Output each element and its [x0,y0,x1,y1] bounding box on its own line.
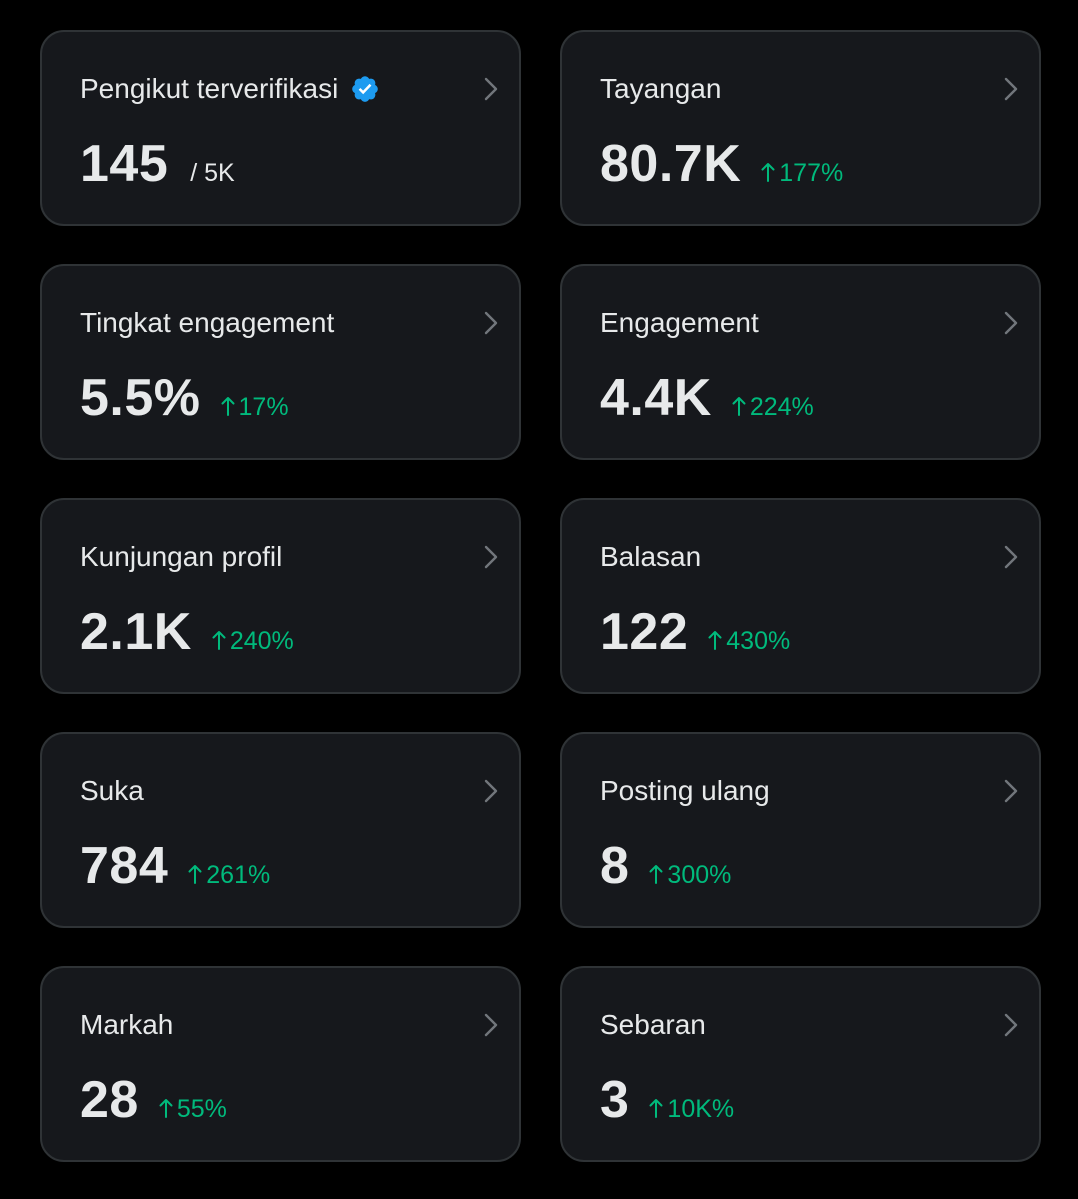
card-title-label: Sebaran [600,1009,706,1040]
card-title: Engagement [600,306,759,340]
chevron-right-icon [1004,311,1018,335]
metric-value: 145 [80,135,169,193]
arrow-up-icon [649,865,663,884]
card-engagements[interactable]: Engagement 4.4K 224% [560,264,1041,460]
arrow-up-icon [761,163,775,182]
card-title: Pengikut terverifikasi [80,72,380,106]
card-verified-followers[interactable]: Pengikut terverifikasi 145 / 5K [40,30,521,226]
card-title: Kunjungan profil [80,540,282,574]
card-replies[interactable]: Balasan 122 430% [560,498,1041,694]
card-title-label: Markah [80,1009,174,1040]
chevron-right-icon [484,779,498,803]
metric-change-value: 177% [779,159,844,187]
value-row: 5.5% 17% [80,368,289,428]
arrow-up-icon [649,1099,663,1118]
card-likes[interactable]: Suka 784 261% [40,732,521,928]
value-row: 3 10K% [600,1070,734,1130]
card-engagement-rate[interactable]: Tingkat engagement 5.5% 17% [40,264,521,460]
card-title-label: Tingkat engagement [80,307,335,338]
metric-value: 3 [600,1071,630,1129]
arrow-up-icon [708,631,722,650]
value-row: 8 300% [600,836,731,896]
metric-change: 10K% [649,1095,734,1124]
metric-limit: / 5K [190,159,235,187]
metric-value: 80.7K [600,135,742,193]
metric-change-value: 430% [726,627,791,655]
metric-change: 177% [761,159,843,188]
chevron-right-icon [484,311,498,335]
card-title: Suka [80,774,144,808]
metric-change: 240% [212,627,294,656]
chevron-right-icon [484,545,498,569]
arrow-up-icon [159,1099,173,1118]
card-title-label: Posting ulang [600,775,770,806]
metric-change-value: 10K% [667,1095,735,1123]
metric-change: 17% [221,393,289,422]
card-title-label: Suka [80,775,144,806]
metric-change-value: 300% [667,861,732,889]
metric-change: 55% [159,1095,227,1124]
metric-change: 430% [708,627,790,656]
card-title-label: Kunjungan profil [80,541,283,572]
card-title: Sebaran [600,1008,706,1042]
card-title: Posting ulang [600,774,770,808]
card-reposts[interactable]: Posting ulang 8 300% [560,732,1041,928]
value-row: 784 261% [80,836,270,896]
metric-value: 122 [600,603,689,661]
chevron-right-icon [1004,545,1018,569]
chevron-right-icon [484,1013,498,1037]
metric-change: 224% [732,393,814,422]
value-row: 80.7K 177% [600,134,843,194]
chevron-right-icon [1004,1013,1018,1037]
value-row: 28 55% [80,1070,227,1130]
arrow-up-icon [221,397,235,416]
card-impressions[interactable]: Tayangan 80.7K 177% [560,30,1041,226]
metric-value: 4.4K [600,369,712,427]
metric-change-value: 17% [238,393,289,421]
card-bookmarks[interactable]: Markah 28 55% [40,966,521,1162]
chevron-right-icon [484,77,498,101]
metric-change: 261% [188,861,270,890]
card-shares[interactable]: Sebaran 3 10K% [560,966,1041,1162]
value-row: 2.1K 240% [80,602,294,662]
card-title: Balasan [600,540,701,574]
value-row: 145 / 5K [80,134,235,194]
chevron-right-icon [1004,77,1018,101]
arrow-up-icon [212,631,226,650]
value-row: 4.4K 224% [600,368,814,428]
value-row: 122 430% [600,602,790,662]
metric-change-value: 240% [229,627,294,655]
metric-change-value: 261% [206,861,271,889]
metric-value: 2.1K [80,603,192,661]
verified-badge-icon [352,76,379,102]
card-title: Tingkat engagement [80,306,334,340]
metric-change-value: 224% [749,393,814,421]
card-title-label: Balasan [600,541,702,572]
metrics-grid: Pengikut terverifikasi 145 / 5K Tayangan… [40,30,1041,1162]
metric-change: 300% [649,861,731,890]
card-title-label: Pengikut terverifikasi [80,73,339,104]
card-profile-visits[interactable]: Kunjungan profil 2.1K 240% [40,498,521,694]
metric-value: 784 [80,837,169,895]
arrow-up-icon [732,397,746,416]
card-title-label: Engagement [600,307,759,338]
arrow-up-icon [188,865,202,884]
card-title: Tayangan [600,72,721,106]
metric-value: 8 [600,837,630,895]
chevron-right-icon [1004,779,1018,803]
metric-change-value: 55% [176,1095,227,1123]
card-title: Markah [80,1008,173,1042]
card-title-label: Tayangan [600,73,722,104]
metric-value: 28 [80,1071,139,1129]
metric-value: 5.5% [80,369,201,427]
